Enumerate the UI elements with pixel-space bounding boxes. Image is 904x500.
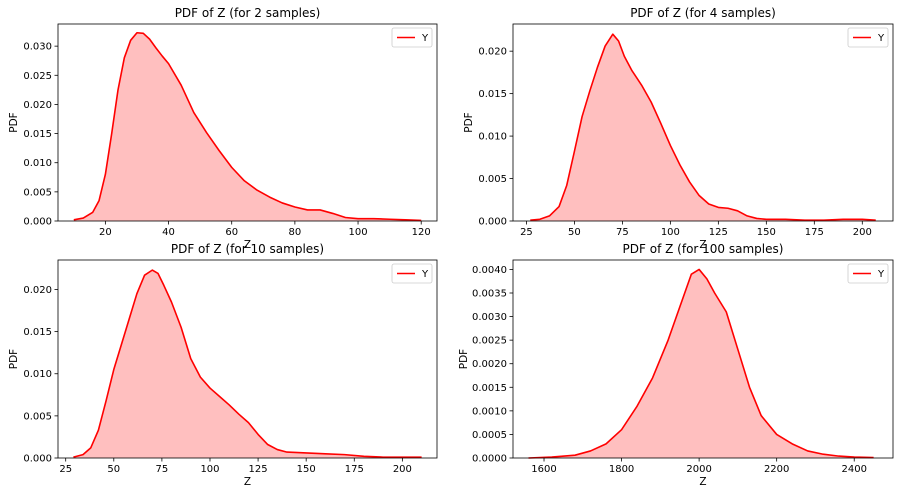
x-tick-label: 1800 — [609, 464, 634, 475]
y-tick-label: 0.000 — [23, 454, 52, 465]
y-tick-label: 0.0040 — [472, 265, 507, 276]
chart-panel-1: 20 40 60 80 100 120 0.000 0.005 0.010 0.015 0.020 0… — [8, 6, 438, 251]
legend-label: Y — [877, 269, 885, 280]
y-tick-label: 0.0000 — [472, 454, 507, 465]
x-tick-label: 50 — [568, 227, 581, 238]
x-tick-label: 75 — [616, 227, 629, 238]
x-tick-label: 100 — [200, 464, 219, 475]
x-tick-label: 50 — [107, 464, 120, 475]
chart-title: PDF of Z (for 100 samples) — [623, 242, 784, 256]
axes-frame — [57, 23, 438, 222]
chart-title: PDF of Z (for 2 samples) — [175, 6, 321, 20]
y-tick-label: 0.020 — [23, 285, 52, 296]
x-tick-label: 175 — [345, 464, 364, 475]
x-tick-label: 100 — [661, 227, 680, 238]
y-axis-label: PDF — [458, 349, 470, 369]
x-tick-label: 25 — [59, 464, 72, 475]
x-tick-label: 100 — [348, 227, 367, 238]
x-axis-label: Z — [244, 476, 251, 488]
axes-frame — [512, 259, 894, 459]
x-tick-label: 125 — [709, 227, 728, 238]
x-tick-label: 75 — [156, 464, 169, 475]
x-tick-label: 2400 — [841, 464, 866, 475]
y-tick-label: 0.0035 — [472, 289, 507, 300]
x-tick-label: 20 — [99, 227, 112, 238]
x-tick-label: 150 — [297, 464, 316, 475]
density-line-1 — [73, 269, 422, 458]
x-tick-label: 40 — [162, 227, 175, 238]
chart-panel-4: 1600 1800 2000 2200 2400 0.0000 0.0005 0.0010 0.… — [458, 242, 894, 488]
y-tick-label: 0.020 — [23, 100, 52, 111]
chart-panel-3: 25 50 75 100 125 150 175 200 0.000 0.005 0.010 0.01… — [8, 242, 438, 488]
y-tick-label: 0.0010 — [472, 406, 507, 417]
y-tick-label: 0.0020 — [472, 359, 507, 370]
density-area-1 — [73, 270, 422, 458]
legend-label: Y — [877, 33, 885, 44]
legend: Y — [391, 263, 433, 284]
x-tick-label: 150 — [757, 227, 776, 238]
axes-frame — [512, 23, 894, 222]
y-tick-label: 0.005 — [478, 174, 507, 185]
x-tick-label: 120 — [412, 227, 431, 238]
density-area-1 — [528, 269, 874, 458]
x-axis-label: Z — [244, 239, 251, 251]
y-tick-label: 0.015 — [23, 327, 52, 338]
y-tick-label: 0.0030 — [472, 312, 507, 323]
y-axis-label: PDF — [8, 349, 20, 369]
legend: Y — [847, 263, 889, 284]
y-axis-label: PDF — [8, 112, 20, 132]
y-tick-label: 0.0015 — [472, 383, 507, 394]
density-area-1 — [530, 34, 876, 221]
density-area-1 — [73, 32, 422, 221]
axes-frame — [57, 259, 438, 459]
y-tick-label: 0.025 — [23, 71, 52, 82]
density-line-1 — [73, 31, 422, 222]
density-line-1 — [528, 268, 874, 459]
legend-label: Y — [421, 269, 429, 280]
y-tick-label: 0.010 — [478, 132, 507, 143]
y-tick-label: 0.015 — [478, 89, 507, 100]
y-tick-label: 0.005 — [23, 187, 52, 198]
x-axis-label: Z — [699, 476, 706, 488]
y-axis-label: PDF — [463, 112, 475, 132]
y-tick-label: 0.0025 — [472, 336, 507, 347]
legend-label: Y — [421, 33, 429, 44]
x-tick-label: 1600 — [531, 464, 556, 475]
y-tick-label: 0.015 — [23, 129, 52, 140]
y-tick-label: 0.010 — [23, 158, 52, 169]
y-tick-label: 0.010 — [23, 369, 52, 380]
x-tick-label: 200 — [393, 464, 412, 475]
x-tick-label: 2000 — [686, 464, 711, 475]
y-tick-label: 0.005 — [23, 411, 52, 422]
legend: Y — [847, 27, 889, 48]
y-tick-label: 0.000 — [478, 217, 507, 228]
chart-title: PDF of Z (for 10 samples) — [171, 242, 324, 256]
y-tick-label: 0.030 — [23, 42, 52, 53]
chart-title: PDF of Z (for 4 samples) — [630, 6, 776, 20]
y-tick-label: 0.000 — [23, 217, 52, 228]
x-tick-label: 80 — [289, 227, 302, 238]
x-axis-label: Z — [699, 239, 706, 251]
y-tick-label: 0.020 — [478, 47, 507, 58]
legend: Y — [391, 27, 433, 48]
x-tick-label: 2200 — [764, 464, 789, 475]
chart-panel-2: 25 50 75 100 125 150 175 200 0.000 0.005 0.010 0.01… — [463, 6, 894, 251]
x-tick-label: 25 — [520, 227, 533, 238]
x-tick-label: 175 — [805, 227, 824, 238]
x-tick-label: 60 — [225, 227, 238, 238]
density-line-1 — [530, 33, 876, 221]
x-tick-label: 125 — [249, 464, 268, 475]
x-tick-label: 200 — [853, 227, 872, 238]
y-tick-label: 0.0005 — [472, 430, 507, 441]
